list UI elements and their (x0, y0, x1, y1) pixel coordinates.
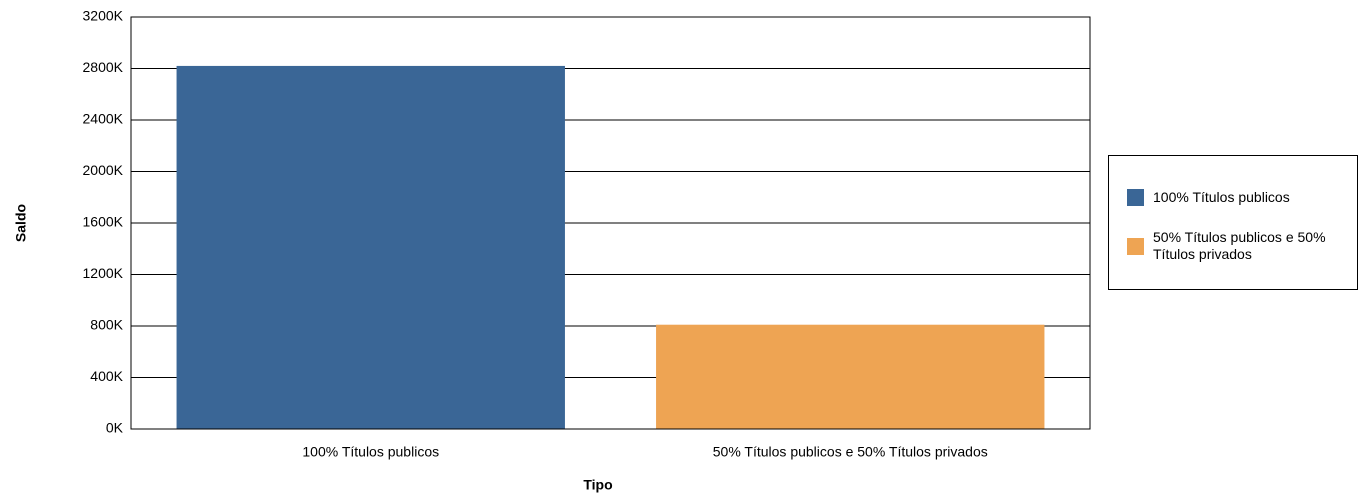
legend-swatch (1127, 189, 1144, 206)
y-tick-label: 1600K (83, 214, 124, 230)
y-tick-label: 800K (90, 317, 123, 333)
bar (176, 65, 565, 430)
legend-label: 50% Títulos publicos e 50% Títulos priva… (1153, 229, 1326, 262)
legend-swatch (1127, 237, 1144, 255)
y-axis-title: Saldo (13, 204, 29, 242)
legend-label: 100% Títulos publicos (1153, 189, 1290, 205)
y-tick-label: 2800K (83, 59, 124, 75)
y-tick-label: 2000K (83, 162, 124, 178)
y-tick-label: 2400K (83, 111, 124, 127)
x-axis-title: Tipo (583, 477, 612, 493)
bar (656, 324, 1045, 429)
legend-item: 100% Títulos publicos (1127, 189, 1333, 206)
y-tick-label: 0K (106, 420, 124, 436)
legend: 100% Títulos publicos 50% Títulos publico… (1108, 155, 1358, 290)
legend-item: 50% Títulos publicos e 50% Títulos priva… (1127, 229, 1333, 263)
y-tick-label: 1200K (83, 265, 124, 281)
y-tick-label: 3200K (83, 8, 124, 24)
x-tick-label: 50% Títulos publicos e 50% Títulos priva… (713, 444, 988, 460)
y-tick-label: 400K (90, 368, 123, 384)
plot-border (130, 16, 1091, 430)
x-tick-label: 100% Títulos publicos (302, 444, 439, 460)
